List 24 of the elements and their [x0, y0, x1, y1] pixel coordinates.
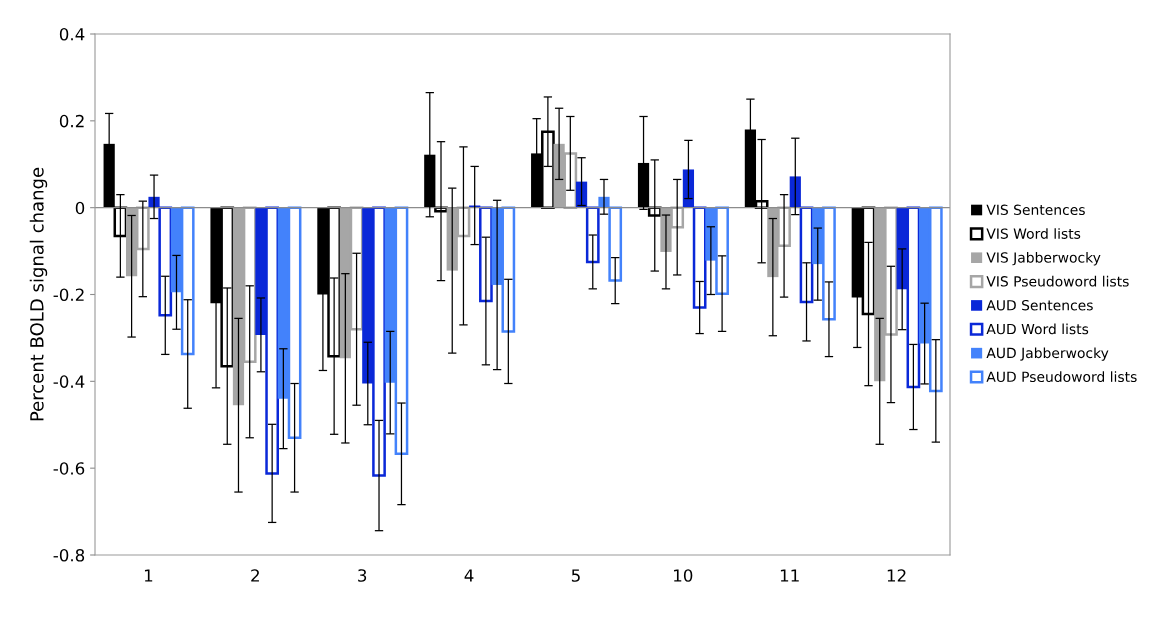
y-tick-label: -0.8	[53, 548, 85, 562]
y-tick-label: -0.4	[53, 375, 85, 388]
legend-label: AUD Pseudoword lists	[986, 371, 1137, 383]
x-tick-label: 3	[358, 569, 367, 582]
x-tick-label: 12	[887, 569, 906, 582]
x-tick-label: 1	[144, 569, 153, 582]
y-tick-label: 0.4	[59, 27, 85, 41]
legend-label: AUD Word lists	[986, 323, 1089, 335]
legend-label: VIS Pseudoword lists	[986, 275, 1129, 287]
legend-label: VIS Word lists	[986, 228, 1081, 239]
y-tick-label: 0.2	[59, 114, 84, 128]
x-tick-label: 5	[571, 569, 580, 582]
y-tick-label: 0	[75, 201, 85, 215]
y-tick-label: -0.6	[53, 462, 85, 475]
x-tick-label: 2	[251, 569, 259, 582]
x-tick-label: 11	[780, 569, 799, 582]
x-tick-label: 10	[674, 569, 693, 582]
legend-label: AUD Sentences	[986, 299, 1093, 311]
y-axis-title: Percent BOLD signal change	[29, 167, 48, 421]
y-tick-label: -0.2	[53, 288, 84, 302]
x-tick-label: 4	[464, 569, 474, 582]
legend-label: AUD Jabberwocky	[986, 347, 1109, 361]
legend-label: VIS Jabberwocky	[986, 251, 1101, 266]
legend-label: VIS Sentences	[986, 204, 1085, 216]
